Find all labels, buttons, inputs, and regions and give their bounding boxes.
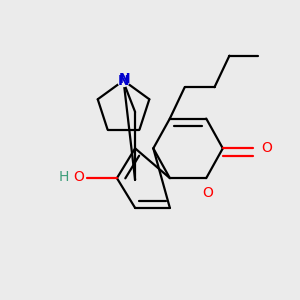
Text: O: O	[202, 186, 213, 200]
Text: O: O	[73, 170, 84, 184]
Text: O: O	[261, 141, 272, 155]
Text: N: N	[119, 72, 130, 86]
Text: H: H	[58, 170, 69, 184]
Text: N: N	[118, 74, 129, 88]
Circle shape	[118, 75, 130, 86]
